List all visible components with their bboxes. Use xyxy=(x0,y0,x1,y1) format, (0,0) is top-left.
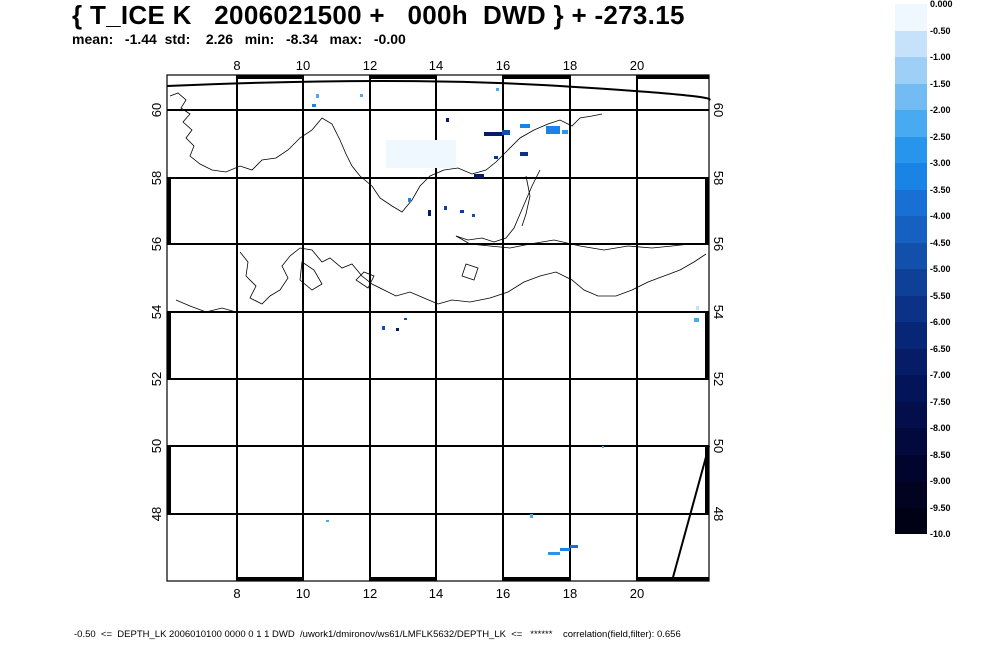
field-statistics: mean: -1.44 std: 2.26 min: -8.34 max: -0… xyxy=(72,31,406,47)
colorbar-label: -4.50 xyxy=(930,237,951,248)
map-graticule xyxy=(167,75,709,581)
model-domain-boundary xyxy=(166,80,711,582)
colorbar-swatch xyxy=(895,401,927,428)
lat-label: 60 xyxy=(149,103,164,117)
lon-label: 8 xyxy=(233,58,240,73)
lat-label: 56 xyxy=(149,237,164,251)
colorbar-label: -1.00 xyxy=(930,52,951,62)
colorbar-swatch xyxy=(895,163,927,190)
footer-caption: -0.50 <= DEPTH_LK 2006010100 0000 0 1 1 … xyxy=(74,629,681,640)
colorbar-swatch xyxy=(895,454,927,481)
colorbar-label: -7.50 xyxy=(930,396,951,407)
colorbar-label: -2.00 xyxy=(930,105,951,115)
lon-label: 16 xyxy=(496,58,510,73)
longitude-labels-bottom: 8 10 12 14 16 18 20 xyxy=(233,586,644,601)
colorbar-label: -6.00 xyxy=(930,317,951,327)
colorbar-label: -5.50 xyxy=(930,290,951,301)
lon-label: 10 xyxy=(296,58,310,73)
lat-label: 58 xyxy=(711,171,726,185)
lat-label: 60 xyxy=(711,103,726,117)
lon-label: 10 xyxy=(296,586,310,601)
colorbar-swatch xyxy=(895,507,927,534)
lon-label: 14 xyxy=(429,58,443,73)
latitude-labels-right: 60 58 56 54 52 50 48 xyxy=(711,103,726,521)
colorbar-label: -8.00 xyxy=(930,423,951,433)
lon-label: 20 xyxy=(630,58,644,73)
colorbar-swatch xyxy=(895,83,927,110)
colorbar-swatch xyxy=(895,110,927,137)
colorbar-label: -7.00 xyxy=(930,370,951,380)
colorbar-label: -1.50 xyxy=(930,78,951,89)
colorbar-swatch xyxy=(895,30,927,57)
colorbar-label: -5.00 xyxy=(930,264,951,274)
lat-label: 56 xyxy=(711,237,726,251)
colorbar-label: -10.0 xyxy=(930,529,951,539)
lat-label: 50 xyxy=(149,439,164,453)
lon-label: 12 xyxy=(363,586,377,601)
lat-label: 48 xyxy=(711,507,726,521)
longitude-labels-top: 8 10 12 14 16 18 20 xyxy=(233,58,644,73)
colorbar-swatch xyxy=(895,136,927,163)
colorbar-label: -9.50 xyxy=(930,502,951,513)
coastline xyxy=(169,92,707,313)
lon-label: 8 xyxy=(233,586,240,601)
lat-label: 52 xyxy=(711,372,726,386)
colorbar-label: -3.50 xyxy=(930,184,951,195)
colorbar-label: -2.50 xyxy=(930,131,951,142)
colorbar-swatch xyxy=(895,4,927,31)
ice-temperature-patches xyxy=(312,88,699,555)
colorbar-label: -0.50 xyxy=(930,25,951,36)
colorbar-swatch xyxy=(895,481,927,508)
colorbar-label: 0.000 xyxy=(930,0,953,9)
colorbar-swatch xyxy=(895,375,927,402)
lon-label: 20 xyxy=(630,586,644,601)
lat-label: 54 xyxy=(149,305,164,319)
colorbar-label: -3.00 xyxy=(930,158,951,168)
colorbar-swatch xyxy=(895,57,927,84)
map-title: { T_ICE K 2006021500 + 000h DWD } + -273… xyxy=(72,0,685,30)
lat-label: 48 xyxy=(149,507,164,521)
colorbar-label: -8.50 xyxy=(930,449,951,460)
colorbar-swatch xyxy=(895,216,927,243)
colorbar-swatch xyxy=(895,428,927,455)
colorbar-swatch xyxy=(895,189,927,216)
lon-label: 16 xyxy=(496,586,510,601)
lat-label: 52 xyxy=(149,372,164,386)
colorbar-swatch xyxy=(895,348,927,375)
lat-label: 50 xyxy=(711,439,726,453)
latitude-labels-left: 60 58 56 54 52 50 48 xyxy=(149,103,164,521)
lon-label: 14 xyxy=(429,586,443,601)
colorbar-swatch xyxy=(895,269,927,296)
lon-label: 18 xyxy=(563,58,577,73)
lon-label: 18 xyxy=(563,586,577,601)
colorbar-swatch xyxy=(895,295,927,322)
colorbar-swatch xyxy=(895,242,927,269)
lon-label: 12 xyxy=(363,58,377,73)
colorbar-label: -6.50 xyxy=(930,343,951,354)
lat-label: 58 xyxy=(149,171,164,185)
lat-label: 54 xyxy=(711,305,726,319)
colorbar-label: -9.00 xyxy=(930,476,951,486)
colorbar-swatch xyxy=(895,322,927,349)
colorbar-label: -4.00 xyxy=(930,211,951,221)
